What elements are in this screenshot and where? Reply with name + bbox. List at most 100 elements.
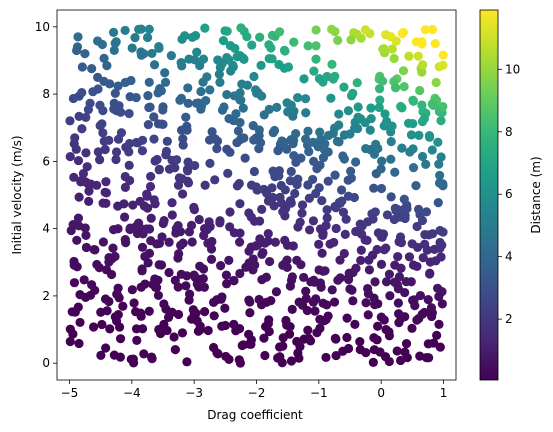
scatter-point — [299, 272, 309, 283]
scatter-point — [308, 174, 318, 185]
scatter-point — [137, 324, 148, 334]
scatter-point — [187, 32, 197, 42]
scatter-point — [419, 307, 429, 318]
scatter-point — [417, 37, 427, 47]
scatter-point — [144, 224, 155, 234]
scatter-point — [413, 204, 424, 214]
scatter-point — [391, 36, 401, 46]
scatter-point — [259, 110, 269, 120]
scatter-point — [322, 71, 332, 82]
scatter-point — [66, 225, 76, 236]
scatter-point — [272, 102, 282, 112]
scatter-point — [238, 53, 248, 63]
scatter-point — [436, 152, 446, 162]
scatter-point — [193, 98, 204, 108]
scatter-point — [194, 214, 204, 225]
scatter-point — [118, 301, 128, 311]
scatter-point — [430, 38, 440, 49]
scatter-point — [261, 188, 272, 198]
scatter-point — [221, 351, 231, 362]
scatter-point — [413, 51, 423, 61]
scatter-point — [376, 312, 386, 322]
scatter-point — [389, 53, 399, 64]
scatter-point — [145, 102, 155, 112]
scatter-point — [124, 108, 134, 119]
scatter-point — [78, 168, 88, 179]
scatter-point — [223, 168, 233, 179]
scatter-point — [275, 27, 285, 37]
scatter-point — [330, 71, 340, 81]
scatter-point — [149, 60, 160, 70]
scatter-point — [136, 282, 146, 292]
scatter-point — [286, 166, 296, 177]
scatter-point — [311, 188, 321, 199]
scatter-point — [310, 277, 320, 287]
scatter-point — [150, 282, 161, 292]
scatter-point — [217, 105, 228, 115]
scatter-point — [81, 148, 91, 158]
scatter-point — [98, 198, 108, 208]
scatter-point — [384, 331, 394, 341]
scatter-point — [291, 157, 301, 168]
x-axis-label: Drag coefficient — [207, 408, 303, 422]
scatter-point — [102, 306, 112, 316]
scatter-point — [69, 172, 79, 182]
scatter-point — [82, 162, 92, 172]
scatter-point — [187, 237, 197, 247]
scatter-point — [199, 282, 209, 292]
scatter-point — [270, 237, 280, 247]
scatter-point — [299, 74, 309, 84]
scatter-point — [110, 88, 120, 98]
scatter-point — [304, 193, 314, 203]
scatter-point — [182, 164, 193, 174]
scatter-point — [77, 124, 87, 134]
scatter-point — [377, 156, 387, 166]
scatter-point — [178, 189, 188, 199]
scatter-point — [419, 114, 429, 124]
scatter-point — [303, 41, 313, 51]
scatter-point — [224, 255, 234, 265]
scatter-point — [196, 86, 206, 97]
scatter-point — [303, 325, 313, 335]
scatter-point — [293, 348, 303, 358]
scatter-point — [301, 293, 311, 304]
scatter-point — [393, 251, 403, 262]
scatter-point — [268, 166, 278, 176]
scatter-point — [244, 246, 254, 256]
scatter-point — [235, 117, 245, 128]
scatter-point — [115, 334, 126, 344]
scatter-point — [345, 284, 355, 294]
scatter-point — [163, 312, 174, 322]
scatter-point — [435, 170, 445, 180]
scatter-point — [376, 164, 386, 174]
scatter-point — [251, 182, 261, 192]
scatter-point — [431, 77, 441, 88]
y-tick-label: 4 — [42, 222, 50, 236]
scatter-point — [235, 88, 245, 98]
scatter-point — [287, 304, 297, 314]
scatter-point — [99, 53, 109, 63]
scatter-point — [326, 93, 336, 103]
scatter-point — [195, 261, 205, 271]
scatter-point — [229, 228, 239, 238]
scatter-point — [330, 26, 340, 37]
scatter-point — [350, 319, 360, 330]
scatter-point — [437, 299, 447, 309]
scatter-point — [323, 176, 333, 186]
scatter-point — [381, 277, 392, 287]
scatter-point — [346, 166, 356, 176]
scatter-point — [321, 314, 331, 325]
scatter-point — [288, 241, 298, 251]
scatter-point — [309, 66, 319, 76]
scatter-point — [353, 102, 363, 112]
scatter-point — [237, 340, 247, 351]
scatter-point — [169, 332, 179, 342]
scatter-point — [192, 279, 202, 289]
scatter-point — [331, 223, 341, 234]
scatter-point — [132, 335, 142, 345]
scatter-point — [233, 126, 244, 136]
scatter-point — [387, 121, 397, 131]
scatter-point — [149, 134, 159, 144]
scatter-point — [69, 278, 80, 288]
scatter-point — [377, 232, 387, 242]
